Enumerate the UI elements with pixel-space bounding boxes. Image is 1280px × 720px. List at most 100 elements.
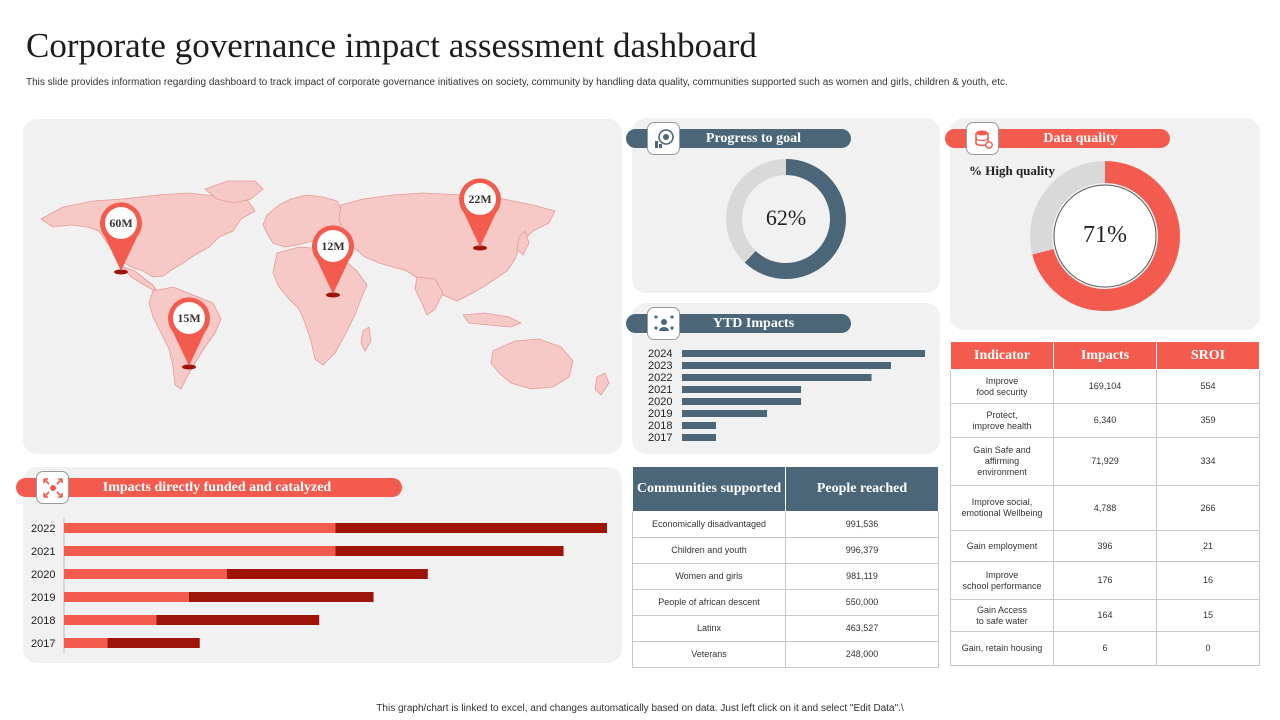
map-india xyxy=(414,276,444,316)
communities-header-people: People reached xyxy=(785,466,939,512)
indicator-name: Gain Safe and affirming environment xyxy=(950,437,1054,486)
ytd-year-label: 2022 xyxy=(648,372,672,384)
impacts-year-label: 2020 xyxy=(31,569,55,581)
indicator-impacts: 396 xyxy=(1053,530,1157,562)
table-row: Improve food security 169,104 554 xyxy=(950,369,1260,404)
ytd-year-label: 2018 xyxy=(648,420,672,432)
pin-south-america[interactable]: 15M xyxy=(168,297,210,370)
indicator-impacts: 71,929 xyxy=(1053,437,1157,486)
indicator-sroi: 16 xyxy=(1156,561,1260,600)
indicator-impacts: 164 xyxy=(1053,599,1157,632)
quality-donut-center xyxy=(1053,184,1157,288)
indicator-name-line: improve health xyxy=(972,420,1032,431)
indicator-name-line: Improve xyxy=(985,375,1019,386)
pin-north-america[interactable]: 60M xyxy=(100,202,142,275)
page-title: Corporate governance impact assessment d… xyxy=(26,26,757,65)
indicator-name-line: affirming xyxy=(984,456,1020,466)
indicator-impacts: 4,788 xyxy=(1053,485,1157,531)
progress-title: Progress to goal xyxy=(626,129,851,148)
ytd-year-label: 2017 xyxy=(648,432,672,444)
target-chart-icon xyxy=(647,122,680,155)
indicator-name-line: food security xyxy=(976,386,1028,397)
ytd-bar xyxy=(682,410,768,417)
indicator-sroi: 334 xyxy=(1156,437,1260,486)
ytd-year-label: 2020 xyxy=(648,396,672,408)
indicator-impacts: 6,340 xyxy=(1053,403,1157,438)
pin-label-15m: 15M xyxy=(177,311,200,325)
indicator-name-line: Protect, xyxy=(986,409,1018,420)
map-japan xyxy=(516,230,530,256)
pin-africa[interactable]: 12M xyxy=(312,225,354,298)
indicator-name-line: Improve social, xyxy=(971,497,1033,507)
indicator-name-line: Improve xyxy=(985,569,1019,580)
community-name: Economically disadvantaged xyxy=(632,511,786,538)
pin-asia[interactable]: 22M xyxy=(459,178,502,251)
impacts-year-label: 2017 xyxy=(31,638,55,650)
ytd-year-label: 2024 xyxy=(648,348,672,360)
people-reached: 996,379 xyxy=(785,537,939,564)
impacts-bar-catalyzed xyxy=(156,615,320,625)
impacts-bar-funded xyxy=(64,523,336,533)
table-row: Gain, retain housing 6 0 xyxy=(950,631,1260,666)
map-north-america xyxy=(40,192,256,278)
impacts-bar-catalyzed xyxy=(335,546,564,556)
community-name: People of african descent xyxy=(632,589,786,616)
indicator-name: Gain, retain housing xyxy=(950,631,1054,666)
indicator-name: Gain employment xyxy=(950,530,1054,562)
people-reached: 991,536 xyxy=(785,511,939,538)
table-row: Children and youth 996,379 xyxy=(632,537,939,564)
indicator-name-line: to safe water xyxy=(976,615,1028,626)
indicator-sroi: 15 xyxy=(1156,599,1260,632)
people-reached: 981,119 xyxy=(785,563,939,590)
people-reached: 248,000 xyxy=(785,641,939,668)
page-subtitle: This slide provides information regardin… xyxy=(26,77,1008,88)
indicator-name: Gain Access to safe water xyxy=(950,599,1054,632)
indicator-sroi: 554 xyxy=(1156,369,1260,404)
indicators-header-indicator: Indicator xyxy=(950,341,1054,370)
indicator-name-line: environment xyxy=(977,467,1027,477)
ytd-impacts-title: YTD Impacts xyxy=(626,314,851,333)
impacts-bar-catalyzed xyxy=(226,569,428,579)
indicator-sroi: 21 xyxy=(1156,530,1260,562)
impacts-funded-chart: 2022 2021 2020 2019 2018 2017 xyxy=(31,517,607,653)
community-name: Children and youth xyxy=(632,537,786,564)
table-row: Economically disadvantaged 991,536 xyxy=(632,511,939,538)
table-row: People of african descent 550,000 xyxy=(632,589,939,616)
data-quality-value: 71% xyxy=(1083,222,1127,248)
map-greenland xyxy=(204,180,264,204)
indicator-name: Improve social, emotional Wellbeing xyxy=(950,485,1054,531)
indicator-impacts: 6 xyxy=(1053,631,1157,666)
ytd-bar xyxy=(682,398,802,405)
quality-donut-fill xyxy=(1030,161,1180,311)
map-madagascar xyxy=(360,326,372,352)
impacts-year-label: 2018 xyxy=(31,615,55,627)
communities-header-supported: Communities supported xyxy=(632,466,786,512)
indicator-name-line: emotional Wellbeing xyxy=(961,508,1043,518)
indicators-header-sroi: SROI xyxy=(1156,341,1260,370)
data-quality-panel: % High quality 71% xyxy=(950,118,1260,330)
impacts-bar-catalyzed xyxy=(335,523,607,533)
map-australia xyxy=(490,338,574,390)
impacts-bar-funded xyxy=(64,546,336,556)
indicators-table: Indicator Impacts SROI Improve food secur… xyxy=(950,341,1260,666)
database-icon xyxy=(966,122,999,155)
community-name: Women and girls xyxy=(632,563,786,590)
world-map-panel: 60M 22M 12M 15M xyxy=(23,119,622,454)
world-map: 60M 22M 12M 15M xyxy=(40,178,610,396)
community-name: Veterans xyxy=(632,641,786,668)
indicator-impacts: 176 xyxy=(1053,561,1157,600)
ytd-bar xyxy=(682,362,891,369)
table-row: Veterans 248,000 xyxy=(632,641,939,668)
progress-value: 62% xyxy=(765,205,807,230)
data-quality-donut xyxy=(1030,161,1180,311)
indicator-name: Protect, improve health xyxy=(950,403,1054,438)
impacts-bar-catalyzed xyxy=(107,638,200,648)
pin-label-12m: 12M xyxy=(321,239,344,253)
people-reached: 550,000 xyxy=(785,589,939,616)
impacts-bar-funded xyxy=(64,615,157,625)
footer-note: This graph/chart is linked to excel, and… xyxy=(376,703,904,714)
people-network-icon xyxy=(647,307,680,340)
indicator-name-line: Gain, retain housing xyxy=(961,643,1043,653)
map-indonesia xyxy=(462,312,522,328)
